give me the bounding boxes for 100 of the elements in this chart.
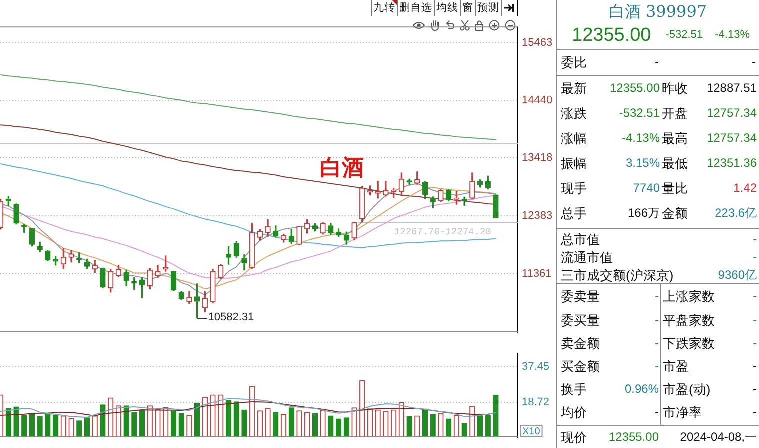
text: - bbox=[753, 381, 757, 397]
bar bbox=[344, 418, 350, 438]
text: 现价 bbox=[561, 428, 587, 446]
bar bbox=[37, 416, 43, 438]
bar bbox=[170, 410, 177, 438]
text: 最新 bbox=[561, 80, 587, 96]
text: 最高 bbox=[662, 130, 688, 146]
bar bbox=[234, 402, 240, 438]
bar bbox=[226, 400, 232, 438]
text: 总市值 bbox=[561, 230, 600, 248]
text: 均线 bbox=[436, 2, 458, 14]
text: 12351.36 bbox=[706, 155, 757, 171]
text: 总手 bbox=[561, 204, 587, 222]
text: - bbox=[655, 404, 659, 420]
bar bbox=[288, 408, 294, 438]
text: 7740 bbox=[633, 180, 660, 196]
y-tick-label: 12383 bbox=[522, 210, 553, 222]
text: 预测 bbox=[478, 2, 500, 14]
text: 0.96% bbox=[624, 381, 659, 397]
text: - bbox=[753, 288, 757, 304]
text: 涨幅 bbox=[561, 130, 587, 146]
band-label: 12267.70-12274.20 bbox=[394, 226, 492, 238]
text: 三市成交额(沪深京) bbox=[561, 266, 674, 284]
bar bbox=[328, 416, 334, 438]
bar bbox=[29, 413, 36, 438]
text: 白酒 bbox=[320, 154, 364, 180]
text: 开盘 bbox=[662, 104, 688, 122]
text: - bbox=[753, 358, 757, 374]
text: -4.13% bbox=[715, 28, 750, 42]
y-tick-label: 15463 bbox=[522, 36, 553, 49]
text: 12355.00 bbox=[608, 429, 659, 445]
bar bbox=[493, 395, 499, 438]
text: 现手 bbox=[561, 180, 587, 196]
text: - bbox=[753, 335, 757, 351]
bar bbox=[406, 416, 412, 438]
text: 市净率 bbox=[663, 404, 702, 420]
bar bbox=[178, 413, 184, 438]
bar bbox=[132, 412, 138, 438]
text: 均价 bbox=[561, 404, 587, 420]
text: 12757.34 bbox=[706, 130, 757, 146]
text: -532.51 bbox=[666, 28, 703, 42]
bar bbox=[76, 420, 82, 438]
text: 市盈(动) bbox=[663, 380, 711, 398]
y-tick-label: 11361 bbox=[522, 268, 552, 280]
text: 流通市值 bbox=[561, 248, 613, 266]
text: 白酒 399997 bbox=[608, 2, 708, 22]
text: 昨收 bbox=[662, 80, 688, 96]
text: 12887.51 bbox=[706, 80, 757, 96]
text: 下跌家数 bbox=[663, 334, 715, 352]
bar bbox=[52, 415, 59, 438]
bar bbox=[242, 410, 248, 438]
text: 2024-04-08,一 bbox=[680, 429, 757, 445]
bar bbox=[336, 418, 342, 438]
y-tick-label: 37.45 bbox=[522, 361, 550, 374]
bar bbox=[194, 403, 200, 438]
text: 买金额 bbox=[561, 358, 600, 374]
bar bbox=[273, 412, 279, 438]
y-tick-label: 13418 bbox=[522, 152, 553, 164]
text: 卖金额 bbox=[561, 334, 600, 352]
text: - bbox=[753, 404, 757, 420]
text: 九转 bbox=[374, 2, 396, 14]
text: 涨跌 bbox=[561, 104, 587, 122]
text: 窗 bbox=[462, 2, 474, 14]
text: 委卖量 bbox=[561, 288, 600, 304]
text: - bbox=[655, 335, 659, 351]
bar bbox=[462, 423, 468, 438]
text: 委比 bbox=[561, 54, 587, 70]
text: - bbox=[655, 358, 659, 374]
bar bbox=[312, 413, 318, 438]
text: -4.13% bbox=[622, 130, 660, 146]
bar bbox=[14, 406, 20, 438]
y-tick-label: 18.72 bbox=[522, 396, 550, 408]
text: 平盘家数 bbox=[663, 312, 715, 328]
text: 换手 bbox=[561, 380, 587, 398]
text: 1.42 bbox=[734, 180, 757, 196]
text: 市盈 bbox=[663, 358, 689, 374]
text: 最低 bbox=[662, 154, 688, 172]
text: - bbox=[655, 288, 659, 304]
text: 3.15% bbox=[626, 155, 660, 171]
text: - bbox=[655, 54, 659, 70]
text: 删自选 bbox=[400, 2, 432, 14]
text: 振幅 bbox=[561, 154, 587, 172]
bar bbox=[446, 418, 452, 438]
text: 委买量 bbox=[561, 312, 600, 328]
text: 金额 bbox=[662, 204, 688, 222]
text: 12355.00 bbox=[610, 80, 660, 96]
bar bbox=[100, 404, 106, 438]
text: 12355.00 bbox=[572, 24, 652, 48]
y-tick-label: 14440 bbox=[522, 94, 553, 106]
text: - bbox=[753, 249, 757, 265]
bar bbox=[84, 418, 90, 438]
bar bbox=[422, 408, 428, 438]
bar bbox=[124, 406, 130, 438]
text: - bbox=[655, 312, 659, 328]
bar bbox=[45, 413, 51, 438]
text: 上涨家数 bbox=[663, 288, 715, 304]
text: - bbox=[752, 54, 756, 70]
bar bbox=[430, 414, 436, 438]
text: - bbox=[753, 312, 757, 328]
text: -532.51 bbox=[619, 105, 660, 121]
